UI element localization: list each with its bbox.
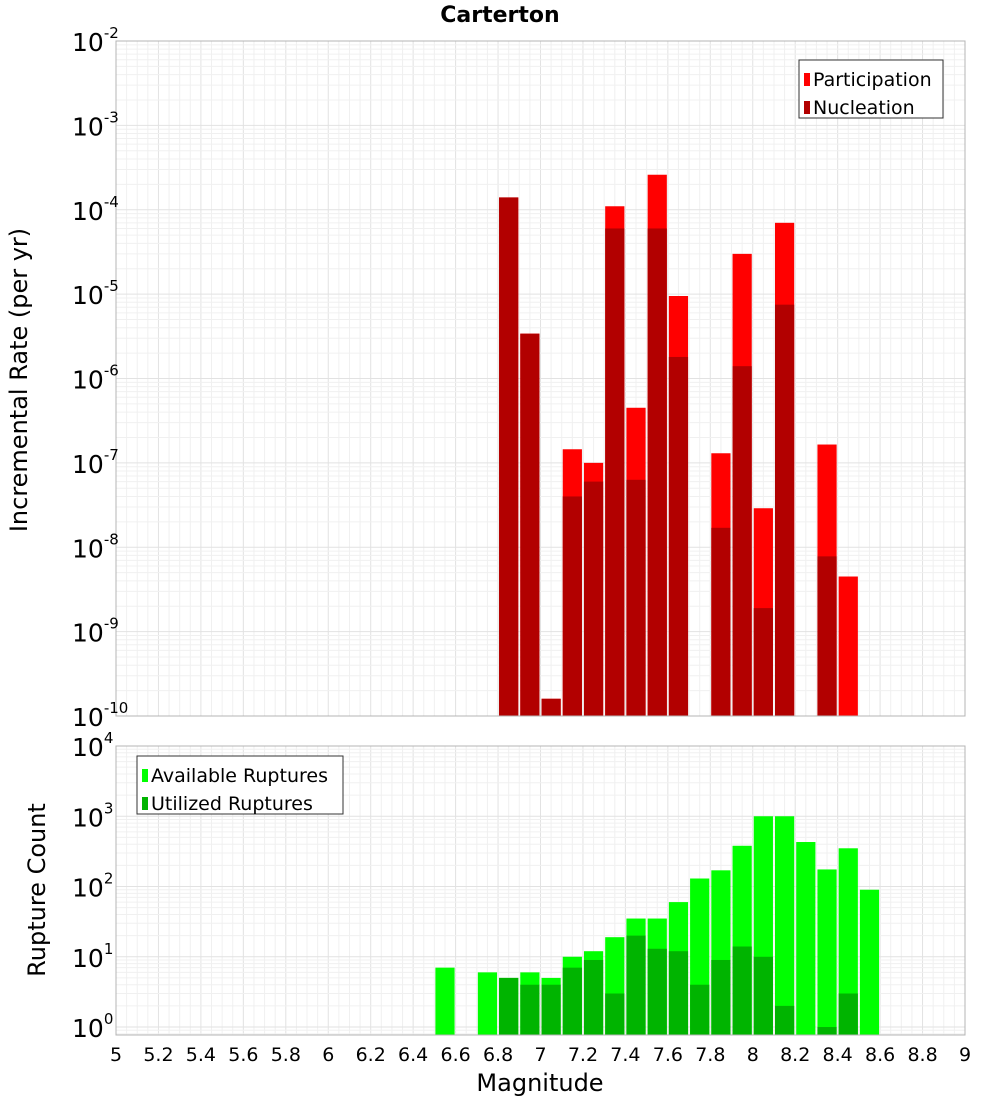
- x-tick-label: 8.4: [823, 1044, 853, 1066]
- count-legend-box: [136, 755, 344, 815]
- x-tick-label: 5.6: [228, 1044, 258, 1066]
- rate-y-tick-label: 10-7: [72, 446, 119, 479]
- rate-bar-series2: [817, 556, 837, 716]
- count-legend-swatch: [142, 769, 148, 782]
- rupture-count-plot: 104 103 102 101 100 Available Ruptures Utilize…: [72, 729, 971, 1066]
- rate-bar-series2: [626, 479, 646, 716]
- count-bar-series2: [668, 951, 689, 1035]
- rate-plot-border: [115, 40, 966, 717]
- count-bar-series2: [753, 956, 773, 1035]
- x-tick-label: 6.8: [483, 1044, 513, 1066]
- rate-bar-series2: [668, 356, 689, 716]
- x-tick-label: 9: [959, 1044, 971, 1066]
- rate-bar-series2: [541, 698, 561, 716]
- count-bar-series2: [605, 993, 625, 1035]
- rate-legend-swatch: [804, 73, 810, 86]
- count-bar-series2: [541, 984, 561, 1035]
- count-y-tick-label: 102: [72, 870, 113, 903]
- count-legend-label: Utilized Ruptures: [151, 793, 313, 815]
- rate-y-tick-label: 10-9: [72, 615, 119, 648]
- rate-legend-swatch: [804, 101, 810, 114]
- x-tick-label: 7.4: [610, 1044, 640, 1066]
- rate-legend-label: Nucleation: [813, 97, 915, 119]
- rate-bar-series1: [838, 576, 858, 716]
- x-tick-label: 6.4: [398, 1044, 428, 1066]
- count-bar-series2: [647, 948, 667, 1035]
- rate-bar-series2: [583, 481, 604, 716]
- count-bar-series2: [817, 1027, 837, 1035]
- count-y-tick-label: 100: [72, 1010, 113, 1043]
- count-y-tick-label: 103: [72, 799, 113, 832]
- x-axis-label: Magnitude: [476, 1069, 603, 1097]
- rate-bar-series2: [774, 304, 795, 716]
- count-bar-series1: [838, 848, 858, 1035]
- x-tick-label: 5: [110, 1044, 122, 1066]
- count-bar-series2: [626, 935, 646, 1035]
- count-y-tick-label: 104: [72, 729, 113, 762]
- count-bar-series1: [774, 816, 795, 1035]
- x-tick-label: 5.4: [186, 1044, 216, 1066]
- rate-bar-series2: [732, 366, 752, 716]
- count-bar-series2: [562, 967, 582, 1035]
- count-plot-border: [115, 745, 966, 1036]
- x-tick-label: 5.8: [271, 1044, 301, 1066]
- rate-y-tick-label: 10-8: [72, 530, 119, 563]
- x-tick-label: 8: [747, 1044, 759, 1066]
- rate-bar-series2: [605, 228, 625, 716]
- count-bar-series2: [838, 993, 858, 1035]
- rate-y-tick-label: 10-2: [72, 24, 119, 57]
- x-tick-label: 8.2: [780, 1044, 810, 1066]
- rate-y-tick-label: 10-3: [72, 108, 119, 141]
- x-tick-label: 6.2: [356, 1044, 386, 1066]
- count-bar-series2: [774, 1005, 795, 1035]
- rate-bar-series2: [647, 228, 667, 716]
- rate-legend-label: Participation: [813, 69, 932, 91]
- x-tick-label: 7: [534, 1044, 546, 1066]
- count-bar-series2: [711, 959, 731, 1035]
- chart-title: Carterton: [440, 3, 559, 28]
- x-tick-label: 7.2: [568, 1044, 598, 1066]
- count-bar-series2: [520, 984, 540, 1035]
- participation-nucleation-plot: 10-2 10-3 10-4 10-5 10-6 10-7 10-8 10-9 10-10 Par…: [72, 24, 966, 732]
- rate-bar-series2: [499, 197, 519, 717]
- y-axis-label-count: Rupture Count: [23, 803, 51, 977]
- x-tick-label: 6.6: [440, 1044, 470, 1066]
- count-legend-swatch: [142, 797, 148, 810]
- count-bar-series1: [817, 869, 837, 1035]
- rate-bar-series2: [711, 527, 731, 716]
- count-y-tick-label: 101: [72, 940, 113, 973]
- count-legend-label: Available Ruptures: [151, 765, 328, 787]
- x-tick-label: 5.2: [143, 1044, 173, 1066]
- count-bar-series2: [583, 959, 604, 1035]
- rate-bar-series2: [520, 333, 540, 716]
- count-bar-series2: [732, 946, 752, 1035]
- rate-bar-series2: [562, 496, 582, 716]
- rate-y-tick-label: 10-5: [72, 277, 119, 310]
- x-tick-label: 7.8: [695, 1044, 725, 1066]
- count-bar-series1: [796, 842, 816, 1035]
- x-tick-label: 8.8: [907, 1044, 937, 1066]
- rate-y-tick-label: 10-4: [72, 193, 119, 226]
- rate-bar-series2: [753, 608, 773, 716]
- count-bar-series2: [499, 977, 519, 1035]
- x-tick-label: 8.6: [865, 1044, 895, 1066]
- count-bar-series2: [690, 984, 710, 1035]
- count-bar-series1: [859, 889, 880, 1035]
- rate-legend-box: [798, 59, 944, 119]
- count-bar-series1: [435, 967, 455, 1035]
- rate-y-tick-label: 10-6: [72, 362, 119, 395]
- x-tick-label: 6: [322, 1044, 334, 1066]
- x-tick-label: 7.6: [653, 1044, 683, 1066]
- rate-y-tick-label: 10-10: [72, 699, 128, 732]
- count-bar-series1: [477, 972, 498, 1035]
- y-axis-label-rate: Incremental Rate (per yr): [5, 228, 33, 532]
